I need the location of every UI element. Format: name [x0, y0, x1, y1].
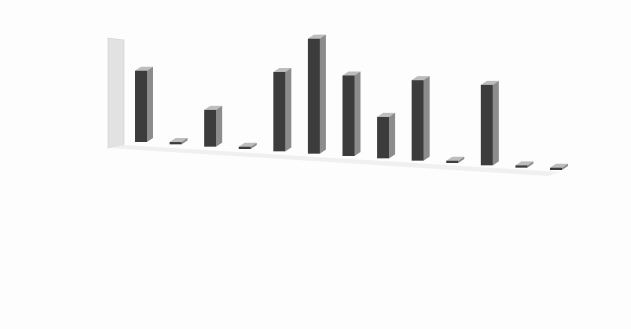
- bar-side-face: [492, 80, 499, 166]
- bar-side-face: [181, 138, 188, 145]
- bar-side-face: [354, 71, 361, 156]
- bar: [204, 105, 223, 147]
- bar-front-face: [169, 142, 182, 145]
- bar-side-face: [285, 67, 292, 152]
- bar-front-face: [446, 160, 459, 163]
- bar-side-face: [319, 34, 326, 154]
- bar-front-face: [377, 116, 390, 159]
- bar-front-face: [204, 109, 217, 147]
- bar-side-face: [423, 76, 430, 161]
- bar: [550, 163, 568, 170]
- bar-front-face: [480, 84, 493, 166]
- bar-front-face: [342, 75, 355, 156]
- bar-front-face: [411, 80, 424, 161]
- bar-front-face: [135, 70, 147, 142]
- bar: [480, 80, 499, 166]
- chart-side-wall: [107, 37, 125, 149]
- bar: [342, 71, 361, 156]
- bar-front-face: [238, 146, 251, 149]
- bar: [238, 142, 257, 149]
- bar-front-face: [550, 167, 562, 170]
- bar: [411, 76, 430, 161]
- bar-side-face: [147, 66, 153, 142]
- bar-side-face: [250, 142, 257, 149]
- bar-side-face: [389, 112, 396, 159]
- bar-side-face: [562, 163, 568, 170]
- bar-front-face: [307, 38, 320, 154]
- bar-side-face: [458, 156, 465, 163]
- chart-floor: [108, 145, 560, 176]
- bar: [169, 138, 188, 145]
- bar-front-face: [515, 165, 528, 168]
- bar-front-face: [273, 71, 286, 152]
- bar-side-face: [527, 161, 534, 168]
- bar: [273, 67, 292, 152]
- bar: [307, 34, 326, 154]
- bar: [135, 66, 153, 142]
- bar: [515, 161, 534, 168]
- bar: [446, 156, 465, 163]
- bar-side-face: [216, 105, 223, 147]
- bar: [377, 112, 396, 159]
